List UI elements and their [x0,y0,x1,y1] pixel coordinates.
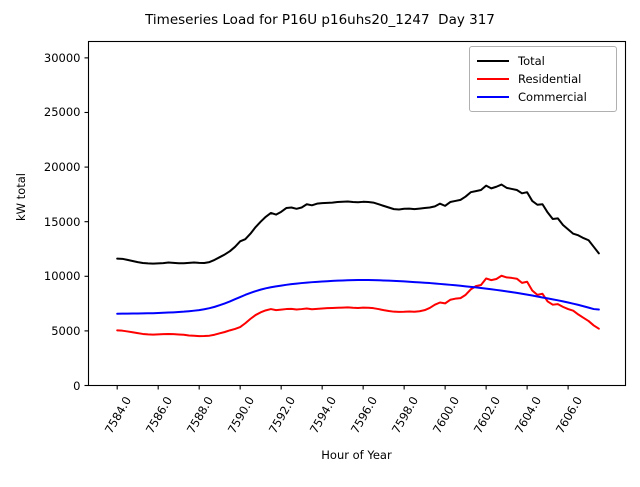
legend-swatch-total [477,60,509,62]
legend-swatch-commercial [477,96,509,98]
series-line-total [117,185,599,264]
y-tick-label: 20000 [0,160,81,174]
legend-item-residential: Residential [477,70,609,88]
y-tick-label: 15000 [0,215,81,229]
legend-swatch-residential [477,78,509,80]
y-tick-label: 30000 [0,51,81,65]
legend-label: Residential [518,70,581,88]
y-axis-label: kW total [14,152,28,242]
legend-item-total: Total [477,52,609,70]
legend-label: Total [518,52,545,70]
series-line-residential [117,276,599,336]
x-axis-label: Hour of Year [88,448,625,462]
y-tick-label: 5000 [0,324,81,338]
legend-label: Commercial [518,88,587,106]
legend-item-commercial: Commercial [477,88,609,106]
y-tick-label: 10000 [0,269,81,283]
y-tick-label: 0 [0,379,81,393]
y-tick-label: 25000 [0,105,81,119]
